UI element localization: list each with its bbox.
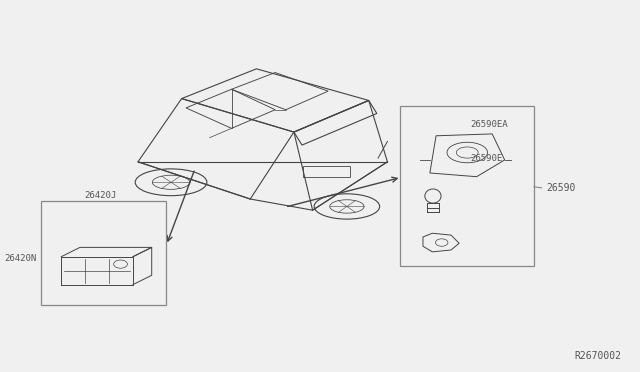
Bar — [303, 166, 350, 177]
Text: 26590: 26590 — [547, 183, 576, 193]
Text: 26420J: 26420J — [84, 191, 116, 200]
Text: 26590E: 26590E — [470, 154, 502, 163]
Text: 26590EA: 26590EA — [470, 120, 508, 129]
Text: R2670002: R2670002 — [574, 351, 621, 361]
Text: 26420N: 26420N — [4, 254, 36, 263]
